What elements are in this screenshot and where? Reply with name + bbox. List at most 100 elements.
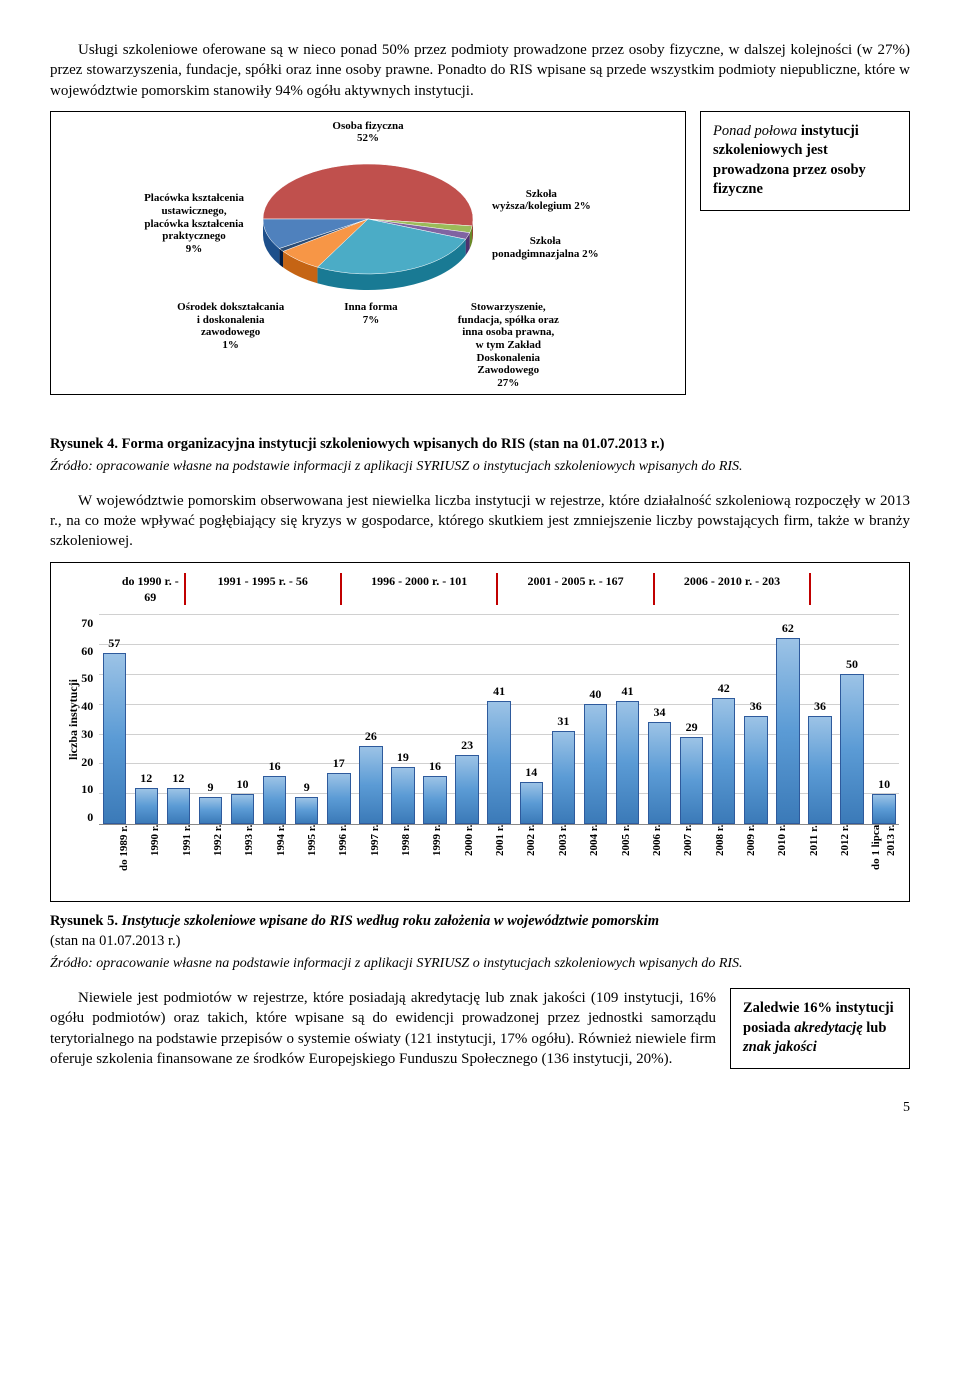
bar-col: 41 [484, 683, 514, 824]
x-tick: 2000 r. [462, 825, 491, 895]
y-tick: 50 [81, 670, 93, 686]
bar-col: 62 [773, 620, 803, 824]
bar [391, 767, 414, 824]
bar [680, 737, 703, 824]
callout2-line3: lub [866, 1020, 886, 1036]
x-tick: 2007 r. [681, 825, 710, 895]
x-tick: 1999 r. [430, 825, 459, 895]
figure-5-source: Źródło: opracowanie własne na podstawie … [50, 955, 910, 974]
pie-label-top: Osoba fizyczna52% [332, 120, 403, 145]
y-tick: 20 [81, 754, 93, 770]
bar [520, 782, 543, 824]
bar [327, 773, 350, 824]
bar-value: 31 [557, 713, 569, 729]
y-tick: 40 [81, 698, 93, 714]
bar-value: 41 [621, 683, 633, 699]
bar-col: 14 [516, 764, 546, 824]
bar [295, 797, 318, 824]
period-label: do 1990 r. - 69 [117, 573, 186, 605]
bar-col: 23 [452, 737, 482, 824]
bar-col: 41 [612, 683, 642, 824]
bar-col: 12 [163, 770, 193, 824]
paragraph-2: W województwie pomorskim obserwowana jes… [50, 491, 910, 552]
bar-col: 9 [292, 779, 322, 824]
fig5-num: Rysunek 5. [50, 913, 122, 929]
x-tick: 1994 r. [274, 825, 303, 895]
bar [487, 701, 510, 824]
bottom-row: Niewiele jest podmiotów w rejestrze, któ… [50, 988, 910, 1069]
bar-col: 42 [709, 680, 739, 824]
pie-label-bottom2: Inna forma7% [344, 301, 397, 389]
x-tick: 1993 r. [242, 825, 271, 895]
bar-value: 36 [750, 698, 762, 714]
bar-col: 9 [195, 779, 225, 824]
callout2-line4: znak jakości [743, 1039, 817, 1055]
bar [840, 674, 863, 824]
bar [648, 722, 671, 824]
figure-4-source: Źródło: opracowanie własne na podstawie … [50, 458, 910, 477]
bar-col: 19 [388, 749, 418, 824]
x-tick: 1998 r. [399, 825, 428, 895]
pie-label-left: Placówka kształceniaustawicznego,placówk… [144, 192, 244, 255]
pie-label-right1: Szkoławyższa/kolegium 2% [492, 188, 591, 213]
x-tick: 2001 r. [493, 825, 522, 895]
callout1-line1: Ponad połowa [713, 123, 797, 139]
y-tick: 60 [81, 643, 93, 659]
bar-col: 10 [869, 776, 899, 824]
bar-value: 19 [397, 749, 409, 765]
bar-col: 17 [324, 755, 354, 824]
x-axis-row: do 1989 r.1990 r.1991 r.1992 r.1993 r.19… [117, 825, 899, 895]
x-tick: do 1 lipca 2013 r. [869, 825, 899, 895]
bar-value: 9 [207, 779, 213, 795]
pie-svg [248, 149, 488, 299]
bar [167, 788, 190, 824]
bar-plot: 5712129101691726191623411431404134294236… [99, 615, 899, 825]
bar-value: 14 [525, 764, 537, 780]
bar [359, 746, 382, 824]
y-tick: 0 [81, 809, 93, 825]
bar-value: 34 [654, 704, 666, 720]
bar-col: 40 [580, 686, 610, 824]
bar-value: 41 [493, 683, 505, 699]
x-tick: 2005 r. [619, 825, 648, 895]
bar-value: 10 [878, 776, 890, 792]
period-label: 2006 - 2010 r. - 203 [655, 573, 811, 605]
bar-value: 36 [814, 698, 826, 714]
x-tick: 1997 r. [368, 825, 397, 895]
x-tick: 2009 r. [744, 825, 773, 895]
paragraph-1: Usługi szkoleniowe oferowane są w nieco … [50, 40, 910, 101]
bar-value: 42 [718, 680, 730, 696]
figure-4-caption: Rysunek 4. Forma organizacyjna instytucj… [50, 435, 910, 455]
bar [616, 701, 639, 824]
bar-value: 62 [782, 620, 794, 636]
x-tick: do 1989 r. [117, 825, 146, 895]
bar [103, 653, 126, 824]
bar-value: 23 [461, 737, 473, 753]
bar-value: 26 [365, 728, 377, 744]
fig4-num: Rysunek 4. [50, 436, 122, 452]
pie-label-right2: Szkołaponadgimnazjalna 2% [492, 235, 599, 260]
bar-col: 36 [741, 698, 771, 824]
bar [199, 797, 222, 824]
bar [231, 794, 254, 824]
pie-label-bottom1: Ośrodek dokształcaniai doskonaleniazawod… [177, 301, 284, 389]
callout2-line2: akredytację [794, 1020, 862, 1036]
x-tick: 2003 r. [556, 825, 585, 895]
bar [584, 704, 607, 824]
period-label: 1991 - 1995 r. - 56 [186, 573, 342, 605]
fig5-title: Instytucje szkoleniowe wpisane do RIS we… [122, 913, 659, 929]
bar-col: 36 [805, 698, 835, 824]
bar-value: 29 [686, 719, 698, 735]
bar [263, 776, 286, 824]
fig4-title: Forma organizacyjna instytucji szkolenio… [122, 436, 665, 452]
fig5-suffix: (stan na 01.07.2013 r.) [50, 933, 180, 949]
period-row: do 1990 r. - 691991 - 1995 r. - 561996 -… [117, 573, 899, 605]
bar-value: 12 [140, 770, 152, 786]
bar-col: 16 [420, 758, 450, 824]
bar-col: 12 [131, 770, 161, 824]
x-tick: 1992 r. [211, 825, 240, 895]
bar-col: 29 [677, 719, 707, 824]
x-tick: 2004 r. [587, 825, 616, 895]
figure-5-caption: Rysunek 5. Instytucje szkoleniowe wpisan… [50, 912, 910, 951]
y-tick: 70 [81, 615, 93, 631]
